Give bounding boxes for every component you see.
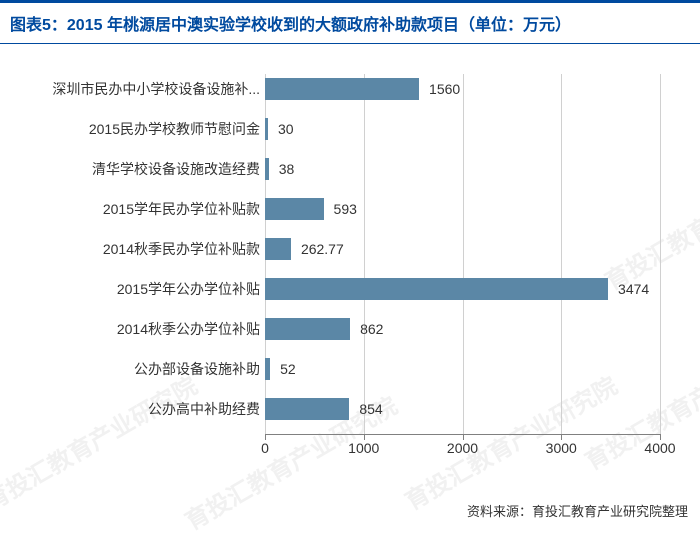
category-label: 2015学年公办学位补贴	[10, 278, 260, 300]
x-tick-label: 0	[261, 440, 269, 456]
bar-row: 52	[265, 358, 660, 380]
watermark: 育投汇教育产业研究院	[0, 366, 203, 516]
source-line: 资料来源：育投汇教育产业研究院整理	[467, 501, 688, 520]
bar-row: 862	[265, 318, 660, 340]
category-label: 2014秋季民办学位补贴款	[10, 238, 260, 260]
x-tick-label: 2000	[447, 440, 478, 456]
category-label: 公办部设备设施补助	[10, 358, 260, 380]
bar-value-label: 262.77	[301, 241, 344, 257]
bar-row: 30	[265, 118, 660, 140]
category-label: 深圳市民办中小学校设备设施补...	[10, 78, 260, 100]
bar	[265, 238, 291, 260]
bar-value-label: 593	[334, 201, 357, 217]
category-label: 清华学校设备设施改造经费	[10, 158, 260, 180]
bar	[265, 118, 268, 140]
bar-row: 3474	[265, 278, 660, 300]
x-tick	[364, 434, 365, 440]
bar	[265, 158, 269, 180]
bar-row: 1560	[265, 78, 660, 100]
x-tick	[660, 434, 661, 440]
chart-title: 图表5：2015 年桃源居中澳实验学校收到的大额政府补助款项目（单位：万元）	[10, 17, 571, 34]
category-label: 2015学年民办学位补贴款	[10, 198, 260, 220]
bar-value-label: 3474	[618, 281, 649, 297]
bar	[265, 278, 608, 300]
bar-row: 38	[265, 158, 660, 180]
category-label: 2015民办学校教师节慰问金	[10, 118, 260, 140]
gridline	[660, 74, 661, 434]
x-tick-label: 1000	[348, 440, 379, 456]
bar	[265, 78, 419, 100]
bar	[265, 398, 349, 420]
bar-row: 262.77	[265, 238, 660, 260]
bar-row: 854	[265, 398, 660, 420]
bar-value-label: 1560	[429, 81, 460, 97]
bar	[265, 198, 324, 220]
bar-value-label: 52	[280, 361, 296, 377]
x-tick-label: 4000	[644, 440, 675, 456]
category-label: 2014秋季公办学位补贴	[10, 318, 260, 340]
bar-value-label: 854	[359, 401, 382, 417]
bar-row: 593	[265, 198, 660, 220]
plot-area: 1560 30 38 593 262.77 3474 862 52 854	[265, 74, 660, 434]
bar	[265, 318, 350, 340]
x-tick	[561, 434, 562, 440]
bar-value-label: 30	[278, 121, 294, 137]
bar-value-label: 862	[360, 321, 383, 337]
chart-title-bar: 图表5：2015 年桃源居中澳实验学校收到的大额政府补助款项目（单位：万元）	[0, 0, 700, 44]
x-tick	[463, 434, 464, 440]
chart-area: 育投汇教育产业研究院 育投汇教育产业研究院 育投汇教育产业研究院 育投汇教育产业…	[10, 64, 690, 484]
bar	[265, 358, 270, 380]
x-tick	[265, 434, 266, 440]
bar-value-label: 38	[279, 161, 295, 177]
category-label: 公办高中补助经费	[10, 398, 260, 420]
x-tick-label: 3000	[546, 440, 577, 456]
